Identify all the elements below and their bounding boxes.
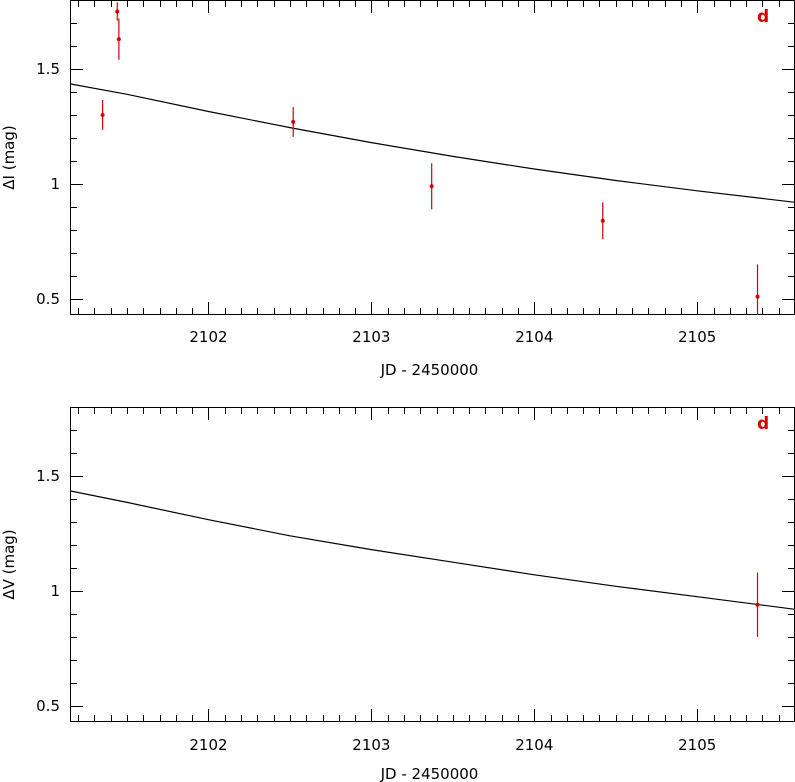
x-axis-title: JD - 2450000 xyxy=(380,361,479,379)
data-point xyxy=(429,184,434,189)
x-tick-label: 2105 xyxy=(678,328,716,346)
data-point xyxy=(116,37,121,42)
panel-label: d xyxy=(757,7,769,27)
x-tick-label: 2104 xyxy=(515,736,553,754)
chart-panel-2: 2102 2103 2104 2105 0.5 1 1.5 JD - 2450000 ΔV (m… xyxy=(0,407,795,782)
y-tick-label: 1.5 xyxy=(36,60,60,78)
plot-frame xyxy=(70,407,795,722)
y-tick-label: 1.5 xyxy=(36,467,60,485)
x-tick-label: 2102 xyxy=(189,328,227,346)
y-tick-label: 0.5 xyxy=(36,290,60,308)
panel-label: d xyxy=(757,414,769,434)
x-tick-label: 2103 xyxy=(352,736,390,754)
y-axis-title: ΔI (mag) xyxy=(0,125,18,189)
data-point xyxy=(755,294,760,299)
y-tick-label: 1 xyxy=(50,175,60,193)
model-curve xyxy=(70,490,795,610)
y-tick-label: 0.5 xyxy=(36,697,60,715)
plot-data-area xyxy=(70,490,795,637)
y-tick-label: 1 xyxy=(50,582,60,600)
x-tick-label: 2105 xyxy=(678,736,716,754)
data-point xyxy=(291,119,296,124)
model-curve xyxy=(70,83,795,203)
x-tick-label: 2103 xyxy=(352,328,390,346)
x-tick-label: 2104 xyxy=(515,328,553,346)
x-axis-title: JD - 2450000 xyxy=(380,765,479,782)
plot-frame xyxy=(70,0,795,315)
x-tick-label: 2102 xyxy=(189,736,227,754)
data-point xyxy=(115,9,120,14)
data-point xyxy=(600,218,605,223)
data-point xyxy=(100,112,105,117)
plot-data-area xyxy=(70,2,795,315)
data-point xyxy=(755,602,760,607)
y-axis-title: ΔV (mag) xyxy=(0,529,18,599)
chart-panel-1: 2102 2103 2104 2105 0.5 1 1.5 JD - 2450000 ΔI (m… xyxy=(0,0,795,379)
